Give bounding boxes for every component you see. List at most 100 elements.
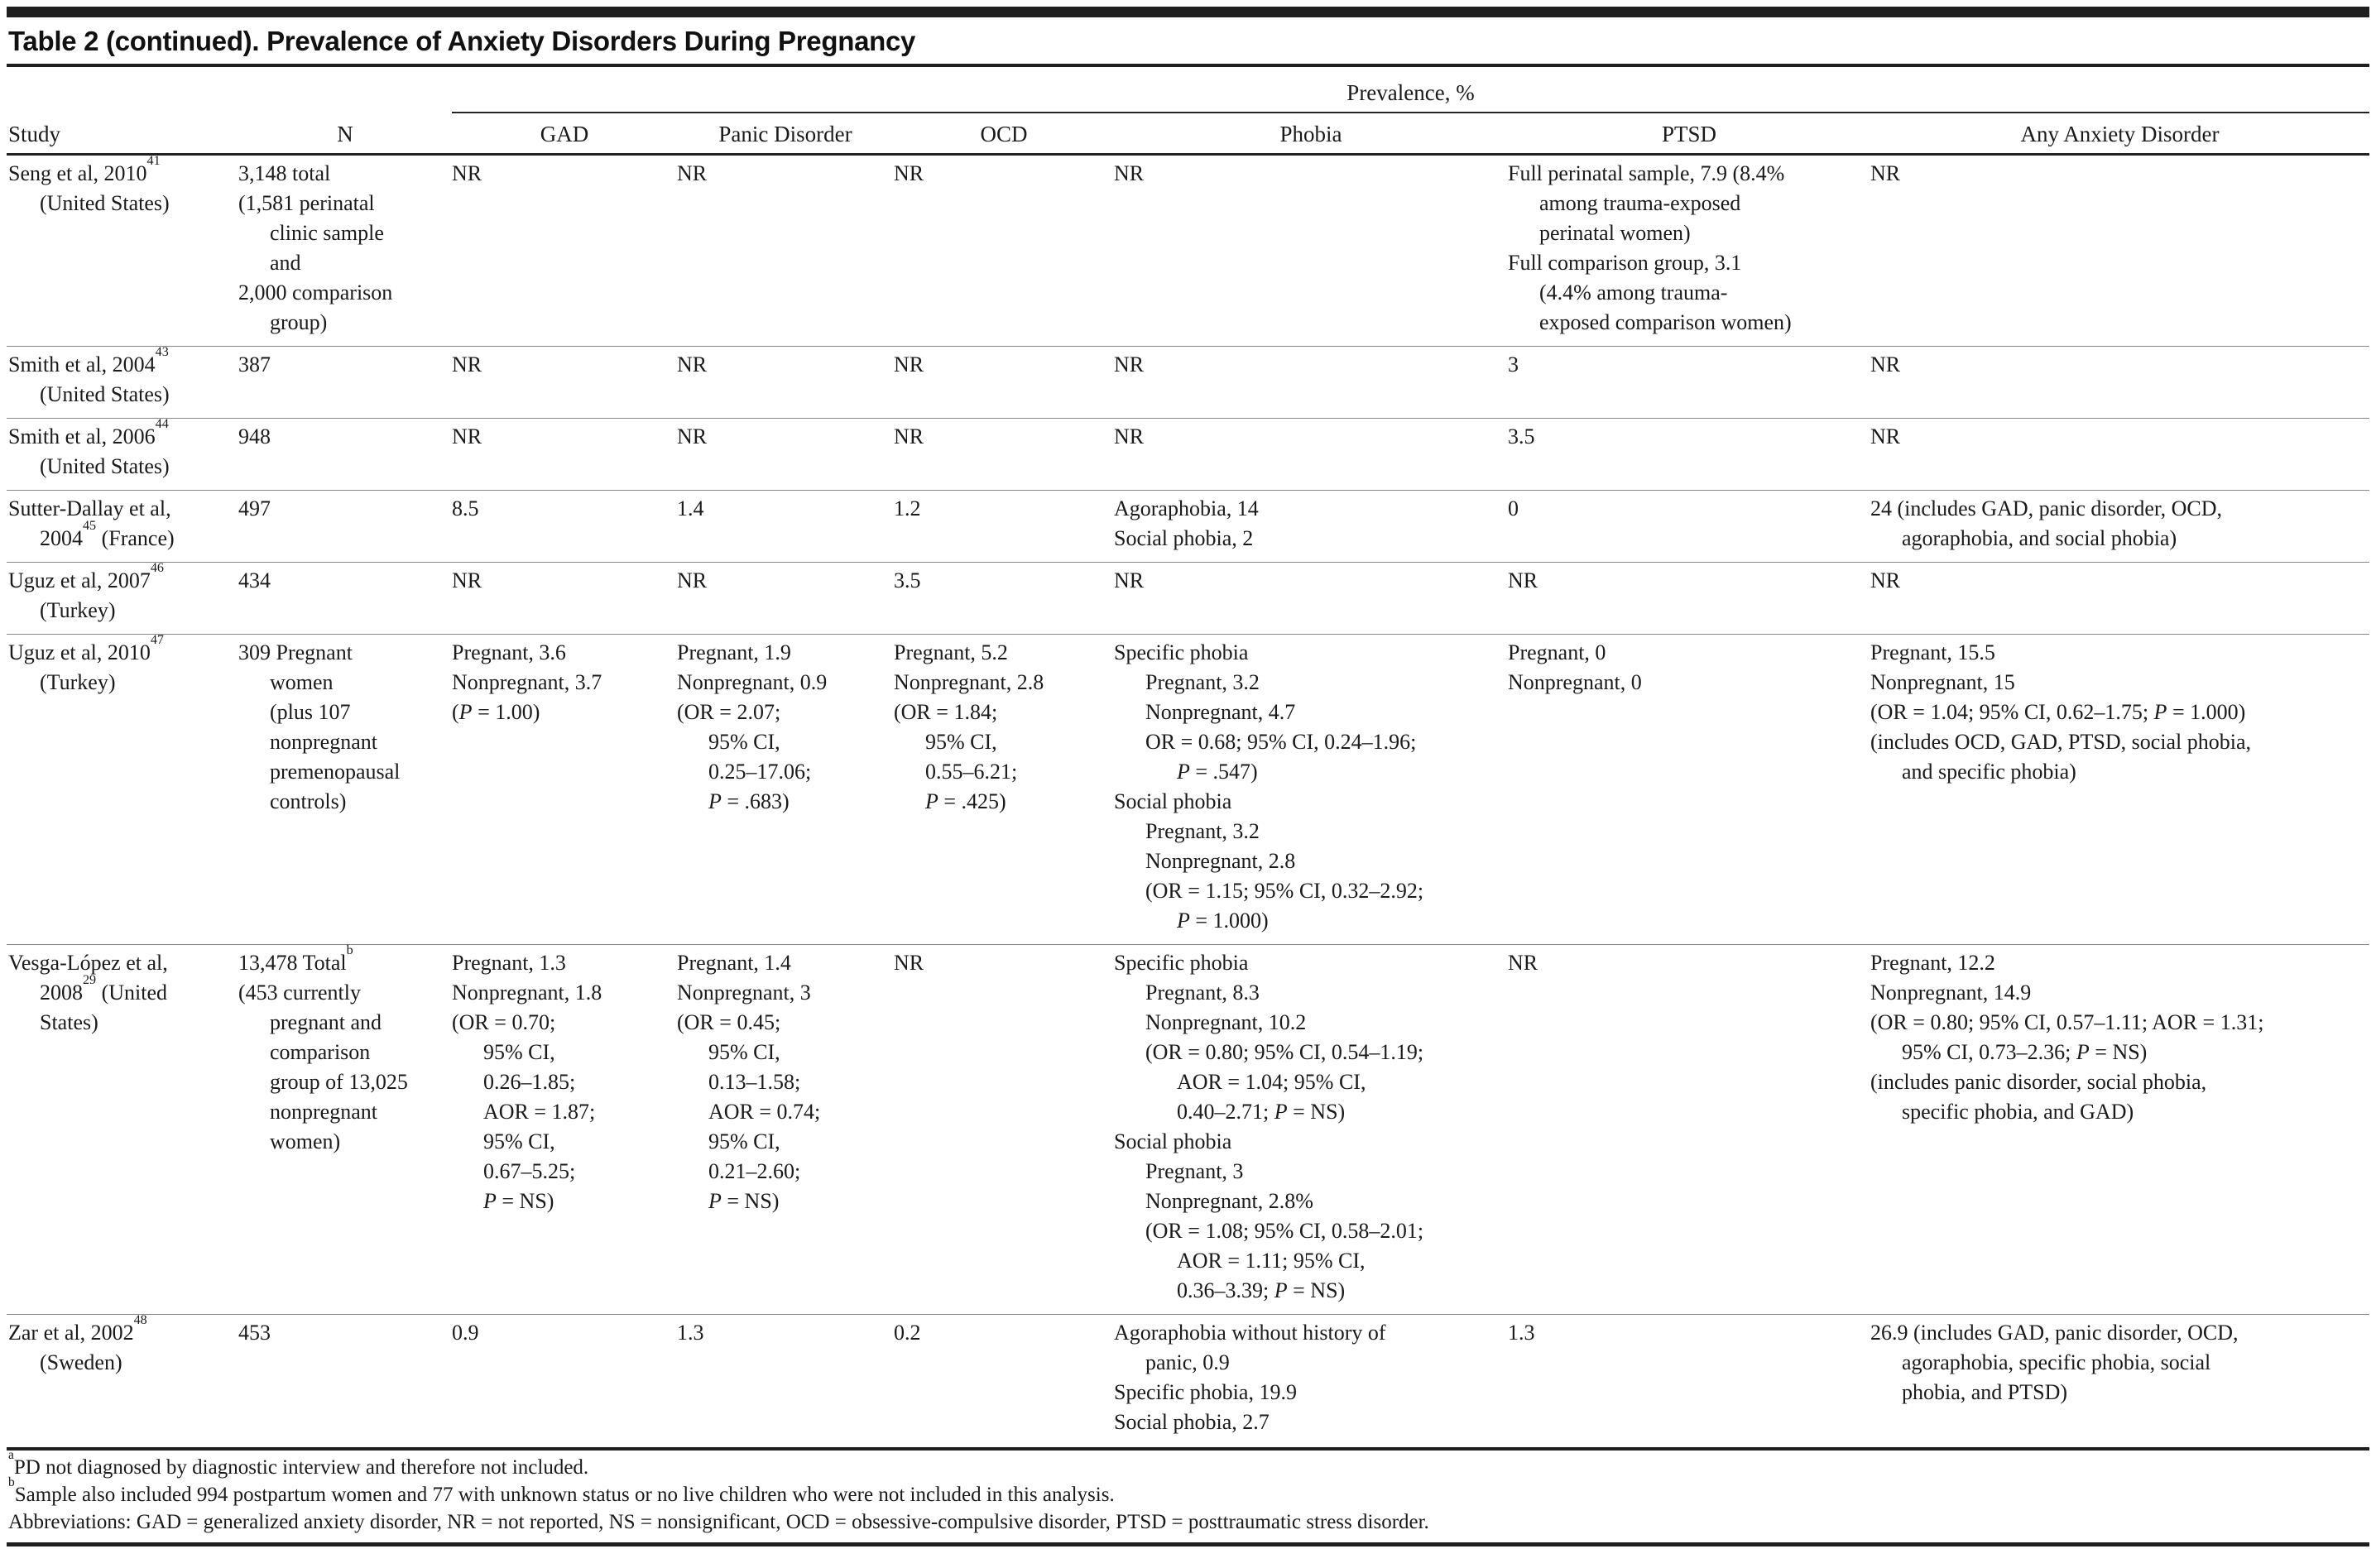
cell-line: AOR = 1.11; 95% CI, [1177, 1249, 1366, 1273]
cell-gad: 0.9 [452, 1314, 677, 1446]
cell-line: Pregnant, 1.3 [452, 951, 566, 975]
cell-any: Pregnant, 15.5 Nonpregnant, 15 (OR = 1.04;… [1870, 634, 2370, 945]
cell-line: NR [894, 161, 924, 185]
cell-line: NR [1870, 424, 1901, 448]
cell-line: 0.9 [452, 1321, 479, 1345]
cell-line: Uguz et al, 200746 [8, 561, 164, 592]
cell-line: Pregnant, 5.2 [894, 640, 1008, 664]
cell-line: (4.4% among trauma- [1539, 281, 1728, 304]
cell-line: NR [894, 951, 924, 975]
cell-line: Pregnant, 12.2 [1870, 951, 1995, 975]
table-row: Smith et al, 200644 (United States) 948 NR N… [7, 418, 2370, 491]
cell-study: Sutter-Dallay et al, 200445 (France) [7, 490, 238, 563]
cell-gad: NR [452, 418, 677, 491]
cell-line: 200829 (United [40, 973, 168, 1005]
cell-line: NR [452, 161, 482, 185]
cell-line: 95% CI, [483, 1040, 555, 1064]
cell-line: 95% CI, [925, 730, 997, 754]
prevalence-spanner-header: Prevalence, % [452, 70, 2370, 113]
cell-gad: Pregnant, 3.6 Nonpregnant, 3.7 (P = 1.00) [452, 634, 677, 945]
cell-study: Seng et al, 201041 (United States) [7, 155, 238, 347]
cell-line: women) [270, 1129, 341, 1153]
column-header-phobia: Phobia [1114, 113, 1508, 156]
cell-panic: NR [677, 418, 894, 491]
cell-line: Pregnant, 1.9 [677, 640, 791, 664]
cell-line: States) [40, 1010, 98, 1034]
cell-line: 95% CI, [708, 1129, 780, 1153]
cell-line: (United States) [40, 382, 170, 406]
cell-line: 95% CI, [483, 1129, 555, 1153]
cell-line: OR = 0.68; 95% CI, 0.24–1.96; [1145, 730, 1417, 754]
cell-line: Specific phobia [1114, 951, 1249, 975]
cell-line: P = 1.000) [1177, 909, 1269, 933]
cell-line: Pregnant, 3.2 [1145, 670, 1260, 694]
cell-line: Pregnant, 0 [1508, 640, 1606, 664]
cell-line: 2,000 comparison [238, 281, 393, 304]
cell-line: 95% CI, [708, 1040, 780, 1064]
cell-ocd: Pregnant, 5.2 Nonpregnant, 2.8 (OR = 1.84;… [894, 634, 1114, 945]
cell-line: Nonpregnant, 2.8 [894, 670, 1044, 694]
cell-line: Full comparison group, 3.1 [1508, 251, 1742, 275]
column-header-row: Study N GAD Panic Disorder OCD Phobia PTSD Any … [7, 113, 2370, 156]
table-row: Zar et al, 200248 (Sweden) 453 0.9 1.3 0.2 Ago… [7, 1314, 2370, 1446]
cell-n: 434 [238, 562, 452, 635]
cell-line: P = .547) [1177, 760, 1258, 784]
cell-line: (includes OCD, GAD, PTSD, social phobia, [1870, 730, 2252, 754]
spanner-empty-cell [7, 70, 452, 113]
cell-any: NR [1870, 346, 2370, 419]
cell-line: NR [677, 352, 708, 376]
cell-phobia: Specific phobia Pregnant, 8.3 Nonpregnant,… [1114, 944, 1508, 1315]
table-title: Table 2 (continued). Prevalence of Anxie… [8, 26, 916, 56]
cell-n: 387 [238, 346, 452, 419]
cell-line: NR [894, 352, 924, 376]
cell-line: Nonpregnant, 0.9 [677, 670, 828, 694]
table-row: Uguz et al, 200746 (Turkey) 434 NR NR 3.5 NR NR… [7, 561, 2370, 635]
cell-line: AOR = 1.87; [483, 1100, 596, 1124]
cell-line: 1.3 [677, 1321, 704, 1345]
column-header-ptsd: PTSD [1508, 113, 1870, 156]
cell-panic: 1.4 [677, 490, 894, 563]
cell-study: Uguz et al, 201047 (Turkey) [7, 634, 238, 945]
cell-line: 434 [238, 568, 271, 592]
top-rule [7, 7, 2369, 17]
cell-line: (United States) [40, 191, 170, 215]
cell-line: Social phobia, 2.7 [1114, 1410, 1270, 1434]
cell-line: Nonpregnant, 2.8 [1145, 849, 1296, 873]
cell-study: Smith et al, 200644 (United States) [7, 418, 238, 491]
cell-any: NR [1870, 418, 2370, 491]
cell-line: premenopausal [270, 760, 401, 784]
cell-ptsd: 1.3 [1508, 1314, 1870, 1446]
cell-gad: 8.5 [452, 490, 677, 563]
cell-ocd: NR [894, 944, 1114, 1315]
cell-phobia: Agoraphobia, 14 Social phobia, 2 [1114, 490, 1508, 563]
cell-line: 95% CI, [708, 730, 780, 754]
cell-panic: Pregnant, 1.4 Nonpregnant, 3 (OR = 0.45; 95… [677, 944, 894, 1315]
cell-ptsd: Full perinatal sample, 7.9 (8.4% among tr… [1508, 155, 1870, 347]
cell-ptsd: 0 [1508, 490, 1870, 563]
footer-rule [7, 1447, 2369, 1451]
cell-line: 200445 (France) [40, 519, 175, 550]
cell-line: NR [1114, 352, 1145, 376]
title-rule [7, 64, 2369, 67]
cell-line: phobia, and PTSD) [1902, 1380, 2068, 1404]
cell-line: (Turkey) [40, 598, 116, 622]
cell-line: perinatal women) [1539, 221, 1691, 245]
cell-ocd: 1.2 [894, 490, 1114, 563]
cell-study: Vesga-López et al, 200829 (United States) [7, 944, 238, 1315]
cell-line: clinic sample [270, 221, 384, 245]
cell-line: NR [1870, 161, 1901, 185]
cell-line: 497 [238, 496, 271, 520]
cell-line: agoraphobia, and social phobia) [1902, 526, 2177, 550]
cell-any: Pregnant, 12.2 Nonpregnant, 14.9 (OR = 0.8… [1870, 944, 2370, 1315]
cell-line: NR [677, 161, 708, 185]
column-header-gad: GAD [452, 113, 677, 156]
cell-line: Specific phobia, 19.9 [1114, 1380, 1297, 1404]
cell-line: NR [1508, 951, 1538, 975]
cell-line: P = NS) [708, 1189, 780, 1213]
cell-ptsd: 3 [1508, 346, 1870, 419]
cell-line: controls) [270, 789, 347, 813]
cell-line: (1,581 perinatal [238, 191, 375, 215]
cell-line: Nonpregnant, 1.8 [452, 981, 602, 1005]
cell-line: Nonpregnant, 2.8% [1145, 1189, 1313, 1213]
cell-line: NR [1114, 161, 1145, 185]
